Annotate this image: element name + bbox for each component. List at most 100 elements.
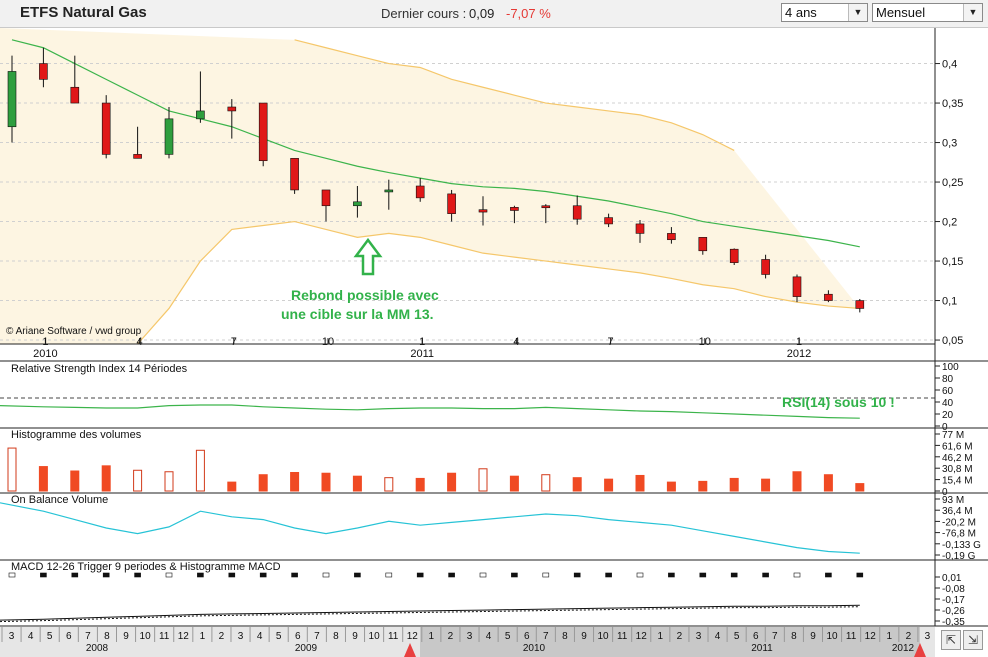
panel-separators (0, 28, 988, 627)
navigator-month-label: 10 (140, 631, 152, 642)
rsi-y-tick-label: 60 (942, 386, 954, 397)
x-tick-year: 2012 (787, 348, 811, 360)
volume-y-tick-label: 61,6 M (942, 441, 973, 452)
rsi-panel-title: Relative Strength Index 14 Périodes (11, 363, 188, 375)
candle-body (855, 300, 865, 309)
candle-body (698, 237, 708, 252)
obv-y-tick-label: -20,2 M (942, 517, 976, 528)
period-select[interactable]: 4 ans ▼ (781, 3, 868, 22)
navigator-year-label: 2009 (295, 643, 318, 654)
macd-histogram-bar (542, 572, 550, 578)
price-y-tick-label: 0,2 (942, 217, 957, 229)
rsi-y-axis: 020406080100 (935, 362, 959, 433)
zoom-out-button[interactable]: ⇱ (941, 630, 961, 650)
ma13-line (11, 39, 860, 248)
macd-line (0, 604, 860, 621)
obv-panel: On Balance Volume 93 M36,4 M-20,2 M-76,8… (0, 494, 981, 562)
volume-y-axis: 015,4 M30,8 M46,2 M61,6 M77 M (935, 430, 973, 498)
volume-bars (7, 447, 865, 492)
navigator-month-label: 12 (407, 631, 419, 642)
candle-body (290, 158, 299, 191)
macd-y-tick-label: -0,35 (942, 617, 965, 628)
volume-bar (478, 468, 488, 492)
volume-bar (101, 465, 111, 492)
volume-bar (290, 471, 300, 492)
volume-bar (38, 466, 48, 492)
macd-y-tick-label: -0,08 (942, 584, 965, 595)
macd-histogram-bar (856, 572, 864, 578)
navigator-year-label: 2010 (523, 643, 546, 654)
time-navigator[interactable]: 3 4 5 6 7 8 9 10 11 12 1 2 3 4 5 6 7 8 9 10 11 12 1 2 3 4 5 6 7 8 9 10 1… (0, 627, 935, 657)
navigator-month-label: 4 (486, 631, 492, 642)
rsi-y-tick-label: 80 (942, 374, 954, 385)
rsi-y-tick-label: 20 (942, 410, 954, 421)
macd-histogram-bar (511, 572, 518, 578)
volume-panel: Histogramme des volumes 015,4 M30,8 M46,… (7, 429, 973, 498)
obv-panel-title: On Balance Volume (11, 494, 108, 506)
copyright-text: © Ariane Software / vwd group (6, 326, 142, 337)
chevron-down-icon[interactable]: ▼ (848, 4, 867, 21)
macd-histogram-bar (699, 572, 707, 578)
navigator-month-label: 1 (200, 631, 206, 642)
last-price-change: -7,07 % (506, 6, 551, 21)
navigator-month-label: 5 (505, 631, 511, 642)
navigator-month-label: 12 (865, 631, 877, 642)
price-y-tick-label: 0,1 (942, 296, 957, 308)
price-y-tick-label: 0,4 (942, 59, 957, 71)
annotation-line-2: une cible sur la MM 13. (281, 306, 434, 322)
candle-body (792, 276, 802, 297)
volume-bar (604, 478, 614, 492)
obv-y-tick-label: -0,133 G (942, 540, 981, 551)
candle-body (729, 248, 739, 263)
obv-y-tick-label: 93 M (942, 495, 964, 506)
candle-body (7, 71, 17, 128)
navigator-month-label: 4 (28, 631, 34, 642)
macd-histogram-bar (385, 572, 393, 578)
navigator-right-handle (914, 643, 926, 657)
navigator-month-label: 9 (810, 631, 816, 642)
x-tick-label: 7 (231, 336, 237, 348)
macd-histogram-bar (605, 572, 612, 578)
candle-body (258, 102, 268, 162)
navigator-month-label: 8 (562, 631, 568, 642)
volume-bar (384, 477, 394, 492)
x-tick-label: 4 (137, 336, 143, 348)
macd-histogram-bar (134, 572, 141, 578)
candles (7, 47, 865, 313)
volume-bar (7, 447, 17, 492)
navigator-month-label: 2 (677, 631, 683, 642)
navigator-month-label: 3 (925, 631, 931, 642)
volume-bar (792, 471, 802, 492)
macd-histogram-bar (793, 572, 801, 578)
volume-bar (258, 474, 268, 492)
navigator-month-label: 6 (295, 631, 301, 642)
interval-select[interactable]: Mensuel ▼ (872, 3, 983, 22)
chevron-down-icon[interactable]: ▼ (963, 4, 982, 21)
x-tick-label: 10 (322, 336, 334, 348)
candle-body (227, 106, 237, 112)
zoom-in-button[interactable]: ⇲ (963, 630, 983, 650)
navigator-left-handle (404, 643, 416, 657)
candle-body (667, 233, 676, 241)
navigator-month-label: 7 (772, 631, 778, 642)
navigator-month-label: 6 (753, 631, 759, 642)
macd-histogram-bar (730, 572, 738, 578)
volume-bar (666, 481, 676, 492)
navigator-month-label: 6 (524, 631, 530, 642)
macd-histogram-bar (291, 572, 298, 578)
rsi-note: RSI(14) sous 10 ! (782, 394, 895, 410)
navigator-year-label: 2008 (86, 643, 109, 654)
macd-histogram-bar (40, 572, 47, 578)
macd-panel: MACD 12-26 Trigger 9 periodes & Histogra… (0, 561, 965, 628)
chart-header: ETFS Natural Gas Dernier cours : 0,09 -7… (0, 0, 988, 28)
navigator-month-label: 12 (178, 631, 190, 642)
candle-body (604, 217, 613, 225)
navigator-month-label: 2 (219, 631, 225, 642)
volume-panel-title: Histogramme des volumes (11, 429, 142, 441)
macd-y-tick-label: -0,17 (942, 595, 965, 606)
rsi-y-tick-label: 40 (942, 398, 954, 409)
macd-histogram-bar (259, 572, 267, 578)
navigator-month-label: 9 (352, 631, 358, 642)
navigator-month-label: 7 (314, 631, 320, 642)
macd-histogram-bar (668, 572, 675, 578)
